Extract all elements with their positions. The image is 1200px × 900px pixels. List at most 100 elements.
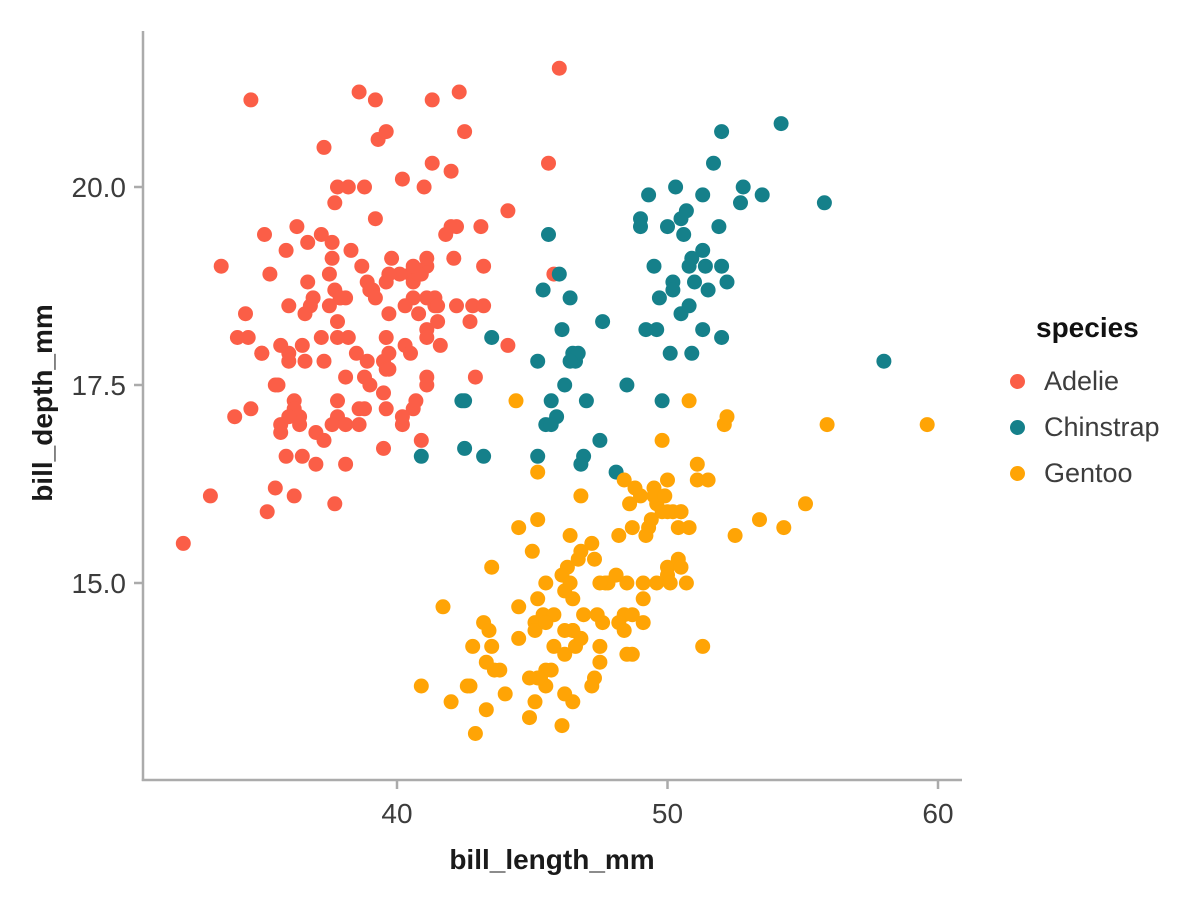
data-point-gentoo [484, 638, 500, 654]
data-point-chinstrap [530, 448, 546, 464]
data-point-gentoo [592, 575, 608, 591]
data-point-adelie [227, 409, 243, 425]
data-point-adelie [378, 401, 394, 417]
data-point-gentoo [616, 472, 632, 488]
data-point-adelie [297, 306, 313, 322]
data-point-chinstrap [619, 377, 635, 393]
data-point-chinstrap [816, 195, 832, 211]
data-point-adelie [392, 266, 408, 282]
data-point-chinstrap [733, 195, 748, 211]
data-point-gentoo [673, 504, 689, 520]
data-point-gentoo [573, 630, 589, 646]
data-point-chinstrap [562, 290, 578, 306]
data-point-adelie [457, 124, 473, 140]
data-point-chinstrap [484, 330, 500, 345]
data-point-chinstrap [697, 258, 713, 274]
data-point-adelie [267, 480, 283, 496]
data-point-adelie [384, 250, 400, 266]
data-point-adelie [376, 440, 391, 456]
y-axis-ticks: 15.0 17.5 20.0 [72, 172, 142, 599]
data-point-chinstrap [681, 258, 697, 274]
data-point-gentoo [649, 575, 665, 591]
data-point-gentoo [592, 654, 608, 670]
data-point-gentoo [662, 575, 678, 591]
data-point-chinstrap [662, 345, 678, 361]
data-point-gentoo [478, 654, 494, 670]
data-point-adelie [465, 298, 481, 314]
data-point-gentoo [752, 512, 767, 528]
data-point-adelie [300, 234, 316, 250]
data-point-chinstrap [681, 298, 697, 314]
data-point-chinstrap [638, 322, 654, 338]
data-point-gentoo [557, 623, 573, 638]
data-point-gentoo [554, 718, 570, 734]
data-point-adelie [332, 290, 348, 306]
data-point-gentoo [557, 646, 573, 662]
data-point-gentoo [646, 488, 662, 504]
data-point-chinstrap [700, 282, 716, 298]
data-point-gentoo [643, 512, 659, 528]
data-point-adelie [419, 330, 435, 345]
data-point-chinstrap [543, 393, 559, 409]
data-point-gentoo [678, 575, 694, 591]
data-point-gentoo [616, 623, 632, 638]
data-point-adelie [238, 306, 253, 322]
legend: species Adelie Chinstrap Gentoo [1000, 312, 1160, 496]
data-point-gentoo [919, 417, 935, 433]
data-point-adelie [419, 377, 435, 393]
data-point-adelie [327, 195, 343, 211]
data-point-chinstrap [554, 322, 570, 338]
data-point-chinstrap [711, 219, 727, 235]
x-tick-label: 60 [922, 798, 953, 829]
data-point-gentoo [635, 591, 651, 607]
data-point-chinstrap [557, 377, 573, 393]
data-point-adelie [213, 258, 229, 274]
data-point-adelie [381, 361, 397, 377]
data-point-gentoo [619, 646, 635, 662]
data-point-adelie [394, 171, 410, 187]
data-point-adelie [449, 298, 464, 314]
data-point-adelie [294, 448, 310, 464]
adelie-swatch-icon [1010, 373, 1025, 389]
data-point-adelie [324, 234, 340, 250]
data-point-adelie [262, 266, 278, 282]
data-point-gentoo [587, 551, 602, 567]
data-point-adelie [408, 393, 424, 409]
data-point-chinstrap [595, 314, 611, 330]
data-point-adelie [430, 314, 446, 330]
data-point-adelie [175, 535, 191, 551]
data-point-adelie [405, 258, 421, 274]
data-point-adelie [357, 179, 372, 195]
data-point-adelie [281, 353, 297, 369]
data-point-gentoo [530, 464, 546, 480]
legend-label: Gentoo [1044, 457, 1133, 488]
data-point-adelie [278, 448, 294, 464]
data-point-chinstrap [592, 432, 608, 448]
data-point-adelie [411, 306, 427, 322]
data-point-chinstrap [876, 353, 892, 369]
data-point-gentoo [562, 528, 578, 543]
data-point-adelie [243, 92, 259, 108]
data-point-gentoo [584, 535, 600, 551]
data-point-adelie [289, 219, 305, 235]
data-point-adelie [297, 353, 313, 369]
data-point-gentoo [673, 559, 689, 575]
data-point-chinstrap [413, 448, 429, 464]
data-point-adelie [381, 306, 397, 322]
data-point-adelie [330, 314, 345, 330]
data-point-adelie [449, 219, 464, 235]
gentoo-swatch-icon [1010, 465, 1025, 481]
data-point-gentoo [413, 678, 429, 694]
data-point-adelie [438, 227, 454, 242]
data-point-chinstrap [719, 274, 735, 290]
data-point-adelie [500, 337, 516, 353]
data-point-adelie [500, 203, 516, 219]
data-point-adelie [340, 330, 356, 345]
data-point-adelie [476, 258, 492, 274]
data-point-gentoo [589, 607, 605, 623]
data-point-chinstrap [665, 282, 681, 298]
data-point-adelie [367, 92, 383, 108]
data-point-chinstrap [633, 211, 648, 227]
data-point-adelie [321, 266, 337, 282]
data-point-adelie [424, 92, 440, 108]
